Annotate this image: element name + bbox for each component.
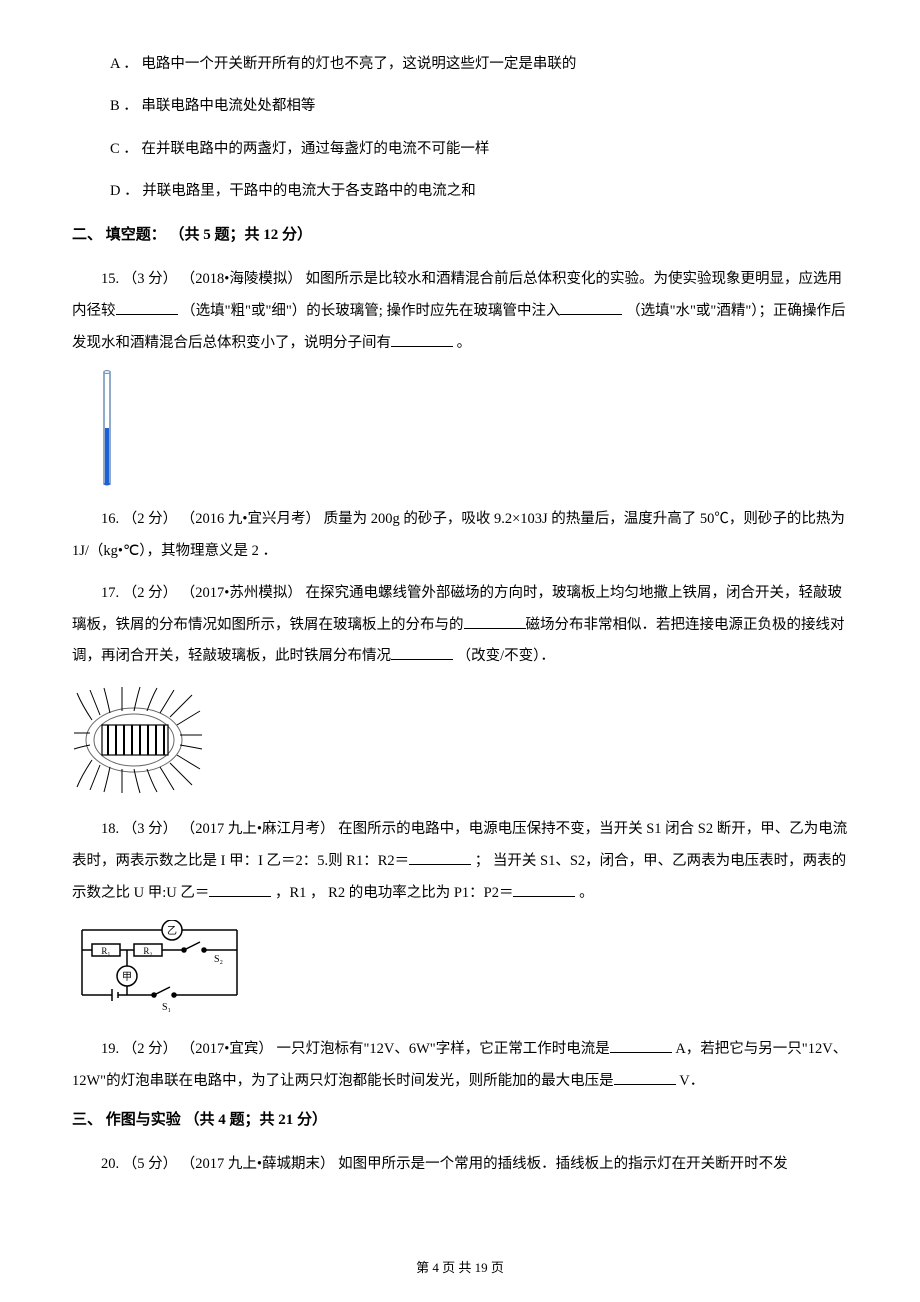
question-15: 15. （3 分） （2018•海陵模拟） 如图所示是比较水和酒精混合前后总体积… — [72, 264, 848, 360]
question-17: 17. （2 分） （2017•苏州模拟） 在探究通电螺线管外部磁场的方向时，玻… — [72, 578, 848, 674]
q17-blank-1 — [464, 614, 526, 629]
svg-text:S₂: S₂ — [214, 954, 223, 965]
q18-text-4: 。 — [575, 885, 593, 901]
q15-blank-2 — [560, 301, 622, 316]
section2-header: 二、 填空题： （共 5 题；共 12 分） — [72, 223, 848, 244]
q17-blank-2 — [391, 646, 453, 661]
q19-text-3: V． — [676, 1073, 705, 1089]
q18-blank-2 — [209, 883, 271, 898]
choice-a: A ． 电路中一个开关断开所有的灯也不亮了，这说明这些灯一定是串联的 — [110, 54, 848, 74]
q18-blank-1 — [409, 851, 471, 866]
q15-blank-1 — [116, 301, 178, 316]
q17-text-3: （改变/不变）． — [453, 648, 555, 664]
choice-b: B ． 串联电路中电流处处都相等 — [110, 96, 848, 116]
q18-text-3: ，R1 ， R2 的电功率之比为 P1：P2＝ — [271, 885, 513, 901]
question-20: 20. （5 分） （2017 九上•薛城期末） 如图甲所示是一个常用的插线板．… — [72, 1149, 848, 1181]
svg-text:甲: 甲 — [122, 972, 132, 983]
svg-text:乙: 乙 — [167, 925, 177, 937]
svg-text:R₂: R₂ — [143, 946, 152, 956]
q15-text-2: （选填"粗"或"细"）的长玻璃管; 操作时应先在玻璃管中注入 — [178, 303, 561, 319]
glass-tube-svg — [100, 370, 114, 488]
solenoid-svg — [72, 685, 207, 795]
q15-text-4: 。 — [453, 335, 471, 351]
question-18: 18. （3 分） （2017 九上•麻江月考） 在图所示的电路中，电源电压保持… — [72, 814, 848, 910]
figure-circuit: 乙 R₁ R₂ S₂ 甲 — [72, 920, 848, 1020]
choice-d: D ． 并联电路里，干路中的电流大于各支路中的电流之和 — [110, 181, 848, 201]
choice-c: C ． 在并联电路中的两盏灯，通过每盏灯的电流不可能一样 — [110, 139, 848, 159]
page-footer: 第 4 页 共 19 页 — [0, 1257, 920, 1276]
q19-text-1: 19. （2 分） （2017•宜宾） 一只灯泡标有"12V、6W"字样，它正常… — [101, 1041, 610, 1057]
circuit-svg: 乙 R₁ R₂ S₂ 甲 — [72, 920, 252, 1015]
q16-text: 16. （2 分） （2016 九•宜兴月考） 质量为 200g 的砂子，吸收 … — [72, 511, 845, 559]
section3-header: 三、 作图与实验 （共 4 题；共 21 分） — [72, 1108, 848, 1129]
question-16: 16. （2 分） （2016 九•宜兴月考） 质量为 200g 的砂子，吸收 … — [72, 504, 848, 568]
question-19: 19. （2 分） （2017•宜宾） 一只灯泡标有"12V、6W"字样，它正常… — [72, 1034, 848, 1098]
q18-blank-3 — [513, 883, 575, 898]
q15-blank-3 — [391, 332, 453, 347]
q19-blank-1 — [610, 1038, 672, 1053]
figure-glass-tube — [100, 370, 848, 488]
svg-text:S₁: S₁ — [162, 1002, 171, 1013]
figure-solenoid — [72, 685, 848, 800]
q19-blank-2 — [614, 1070, 676, 1085]
q20-text: 20. （5 分） （2017 九上•薛城期末） 如图甲所示是一个常用的插线板．… — [101, 1156, 788, 1172]
svg-text:R₁: R₁ — [101, 946, 110, 956]
